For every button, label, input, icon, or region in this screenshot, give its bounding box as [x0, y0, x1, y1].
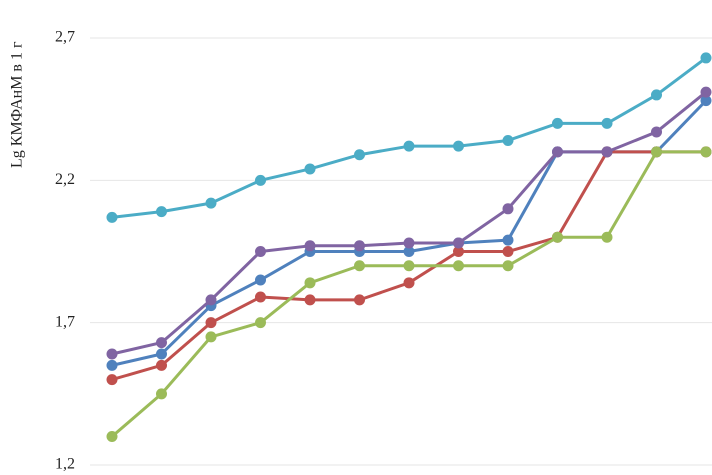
data-point — [700, 146, 712, 158]
data-point — [403, 246, 415, 257]
y-tick-label: 2,2 — [55, 171, 75, 188]
data-point — [601, 231, 613, 243]
data-point — [156, 359, 167, 371]
data-point — [700, 52, 712, 64]
data-point — [453, 246, 464, 257]
data-point — [354, 260, 365, 272]
data-point — [156, 206, 167, 218]
data-point — [156, 388, 167, 400]
data-point — [106, 374, 118, 386]
data-point — [354, 294, 365, 306]
data-point — [552, 231, 563, 243]
data-point — [403, 277, 415, 289]
data-point — [304, 240, 316, 252]
data-point — [651, 126, 662, 138]
data-point — [552, 146, 563, 158]
data-point — [651, 89, 662, 101]
data-point — [502, 234, 514, 246]
data-point — [354, 149, 365, 161]
data-point — [502, 134, 514, 146]
y-tick-label: 1,2 — [55, 456, 75, 473]
data-point — [255, 174, 266, 186]
data-point — [205, 294, 217, 306]
data-point — [502, 246, 514, 257]
data-point — [156, 337, 167, 349]
data-point — [552, 117, 563, 129]
data-point — [106, 348, 118, 360]
data-point — [700, 86, 712, 98]
data-point — [255, 246, 266, 257]
data-point — [700, 95, 712, 107]
data-point — [205, 331, 217, 343]
data-point — [304, 277, 316, 289]
data-point — [255, 317, 266, 329]
data-point — [453, 237, 464, 249]
data-point — [255, 274, 266, 286]
data-point — [403, 260, 415, 272]
data-point — [304, 163, 316, 175]
data-point — [205, 317, 217, 329]
data-point — [205, 197, 217, 209]
data-point — [502, 260, 514, 272]
data-point — [304, 294, 316, 306]
data-point — [453, 140, 464, 152]
data-point — [106, 359, 118, 371]
y-tick-label: 2,7 — [55, 29, 75, 46]
data-point — [601, 117, 613, 129]
series-line — [111, 99, 708, 367]
data-point — [601, 146, 613, 158]
data-point — [106, 211, 118, 223]
y-tick-label: 1,7 — [55, 313, 75, 330]
data-point — [106, 431, 118, 443]
data-point — [453, 260, 464, 272]
series-line — [111, 150, 706, 438]
y-axis-label: Lg КМФАнМ в 1 г — [9, 41, 26, 168]
data-point — [651, 146, 662, 158]
data-point — [156, 348, 167, 360]
series-line — [111, 56, 707, 219]
data-point — [354, 240, 365, 252]
data-point — [403, 140, 415, 152]
data-point — [255, 291, 266, 303]
data-point — [403, 237, 415, 249]
data-point — [502, 203, 514, 215]
